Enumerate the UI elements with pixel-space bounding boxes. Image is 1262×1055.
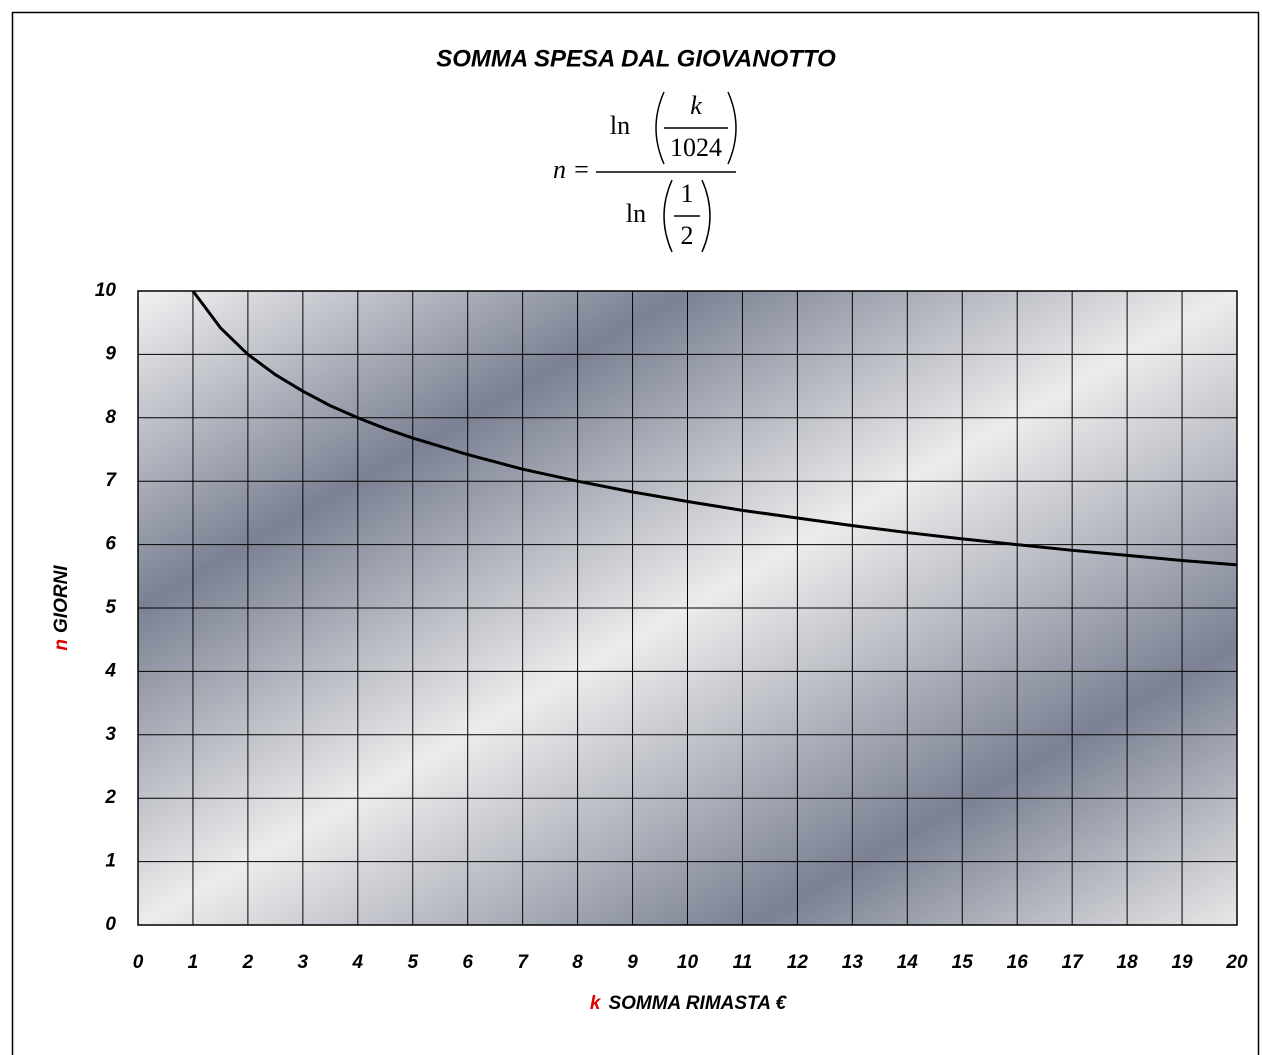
x-tick-label: 17 <box>1062 952 1085 973</box>
x-tick-label: 8 <box>572 952 583 973</box>
formula-lhs: n = <box>553 155 590 184</box>
x-tick-label: 2 <box>242 952 254 973</box>
formula: n = ln k 1024 ln 1 2 <box>553 91 737 253</box>
y-tick-label: 4 <box>104 660 116 681</box>
y-tick-label: 5 <box>105 597 116 618</box>
plot-border <box>137 290 1238 926</box>
x-tick-label: 9 <box>627 952 638 973</box>
parens <box>663 179 711 253</box>
chart-title: SOMMA SPESA DAL GIOVANOTTO <box>436 45 836 72</box>
x-tick-label: 12 <box>787 952 809 973</box>
x-tick-label: 11 <box>733 952 753 973</box>
y-axis-label: n GIORNI <box>51 565 72 651</box>
y-tick-label: 3 <box>105 724 116 745</box>
formula-1024: 1024 <box>670 133 722 162</box>
y-axis-text: GIORNI <box>51 565 72 633</box>
x-tick-label: 1 <box>188 952 199 973</box>
x-tick-label: 15 <box>952 952 974 973</box>
x-tick-label: 10 <box>677 952 699 973</box>
x-axis-var: k <box>590 993 602 1014</box>
parens <box>655 91 737 165</box>
x-tick-label: 4 <box>352 952 364 973</box>
x-tick-label: 3 <box>298 952 309 973</box>
x-tick-label: 7 <box>517 952 529 973</box>
x-tick-label: 16 <box>1007 952 1029 973</box>
y-tick-label: 10 <box>95 280 117 301</box>
formula-fn: ln <box>610 111 630 140</box>
x-tick-label: 14 <box>897 952 919 973</box>
y-tick-label: 7 <box>105 470 117 491</box>
formula-1: 1 <box>681 179 694 208</box>
y-tick-label: 1 <box>105 851 116 872</box>
x-tick-label: 20 <box>1225 952 1248 973</box>
x-tick-label: 18 <box>1117 952 1139 973</box>
x-tick-label: 5 <box>407 952 418 973</box>
x-tick-label: 0 <box>133 952 144 973</box>
y-axis-var: n <box>51 639 72 651</box>
x-axis-text: SOMMA RIMASTA € <box>608 993 787 1014</box>
formula-fn: ln <box>626 199 646 228</box>
formula-2: 2 <box>681 221 694 250</box>
x-tick-label: 6 <box>462 952 473 973</box>
y-tick-label: 0 <box>105 914 116 935</box>
data-line <box>191 290 1238 567</box>
y-tick-label: 6 <box>105 534 116 555</box>
y-tick-label: 8 <box>105 407 116 428</box>
y-tick-label: 2 <box>104 787 116 808</box>
x-axis-label: k SOMMA RIMASTA € <box>590 993 788 1014</box>
formula-k: k <box>690 91 702 120</box>
x-tick-label: 13 <box>842 952 864 973</box>
y-tick-label: 9 <box>105 343 116 364</box>
x-tick-label: 19 <box>1171 952 1193 973</box>
